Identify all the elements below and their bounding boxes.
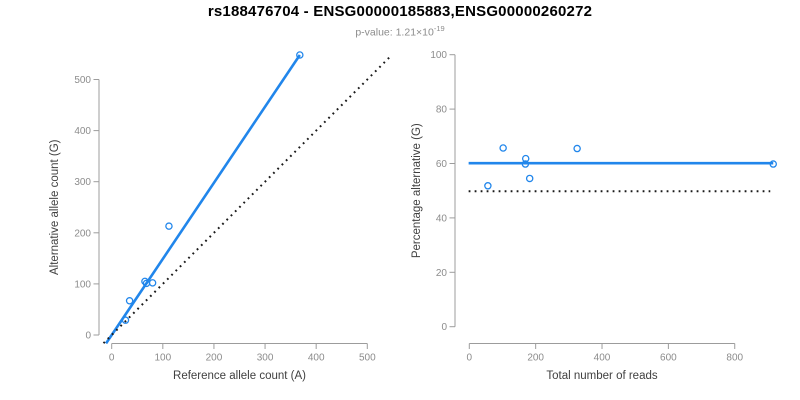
right-panel-y-tick-label: 60 — [436, 159, 448, 170]
left-panel-y-tick-label: 400 — [74, 126, 91, 137]
left-panel-x-tick-label: 100 — [154, 353, 171, 364]
left-panel-data-point — [148, 279, 157, 287]
right-panel-y-tick-label: 20 — [436, 268, 448, 279]
left-panel-data-point — [165, 222, 173, 230]
right-panel-x-axis-title: Total number of reads — [546, 370, 657, 382]
left-panel-y-tick-label: 500 — [74, 75, 91, 86]
right-panel-y-tick-label: 80 — [436, 105, 448, 116]
p-value-prefix: p-value: — [355, 26, 396, 39]
left-panel-y-tick-label: 200 — [74, 228, 91, 239]
left-panel-data-point — [125, 297, 134, 305]
right-panel-data-point — [521, 160, 530, 168]
right-panel-x-tick-label: 0 — [467, 353, 473, 364]
left-panel-data-point — [141, 277, 149, 286]
left-panel-y-axis-title: Alternative allele count (G) — [49, 139, 61, 275]
right-panel-data-point — [521, 154, 530, 163]
right-panel-y-tick-label: 100 — [430, 50, 447, 61]
right-panel-x-tick-label: 200 — [527, 353, 544, 364]
right-panel-data-point — [525, 174, 534, 183]
right-panel-y-axis-title: Percentage alternative (G) — [411, 123, 423, 258]
left-panel-x-tick-label: 300 — [257, 353, 274, 364]
left-panel-data-point — [121, 316, 130, 324]
right-panel-y-tick-label: 40 — [436, 213, 448, 224]
p-value-mantissa: 1.21×10 — [395, 26, 434, 39]
left-panel-x-tick-label: 400 — [308, 353, 325, 364]
left-panel-x-tick-label: 500 — [359, 353, 376, 364]
right-panel-data-point — [769, 160, 777, 168]
right-panel-data-point — [499, 144, 507, 152]
right-panel-y-tick-label: 0 — [441, 322, 447, 333]
right-panel-x-tick-label: 600 — [660, 353, 677, 364]
left-panel-x-tick-label: 200 — [206, 353, 223, 364]
left-panel-y-tick-label: 0 — [85, 331, 91, 342]
left-panel-fit-line — [104, 54, 301, 345]
right-panel-x-tick-label: 400 — [594, 353, 611, 364]
left-panel-y-tick-label: 300 — [74, 177, 91, 188]
right-panel-x-tick-label: 800 — [726, 353, 743, 364]
left-panel-x-tick-label: 0 — [109, 353, 115, 364]
left-panel-identity-line — [102, 55, 392, 344]
left-panel-data-point — [296, 51, 304, 59]
p-value-subtitle: p-value: 1.21×10-19 — [0, 24, 800, 39]
left-panel-y-tick-label: 100 — [74, 279, 91, 290]
left-panel-x-axis-title: Reference allele count (A) — [173, 370, 306, 382]
plot-title: rs188476704 - ENSG00000185883,ENSG000002… — [207, 3, 593, 20]
p-value-exponent: -19 — [433, 24, 445, 33]
right-panel-data-point — [484, 182, 492, 190]
right-panel-data-point — [573, 144, 581, 153]
